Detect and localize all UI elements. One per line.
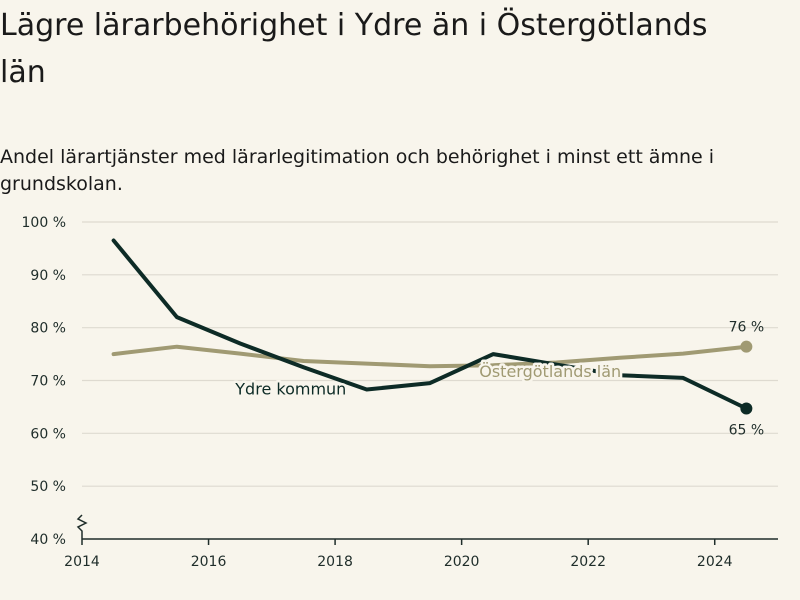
series-name-label: Östergötlands län xyxy=(479,362,621,381)
chart-title: Lägre lärarbehörighet i Ydre än i Österg… xyxy=(0,8,708,90)
y-tick-label: 70 % xyxy=(30,374,66,390)
y-tick-label: 100 % xyxy=(22,215,66,231)
x-tick-label: 2018 xyxy=(317,554,353,570)
axis-break-icon xyxy=(76,514,88,539)
series-lines xyxy=(111,238,753,415)
end-value-label: 76 % xyxy=(729,320,765,336)
y-tick-label: 80 % xyxy=(30,321,66,337)
x-tick-label: 2016 xyxy=(191,554,227,570)
x-tick-label: 2014 xyxy=(64,554,100,570)
series-labels: 65 % 76 % Ydre kommun Östergötlands län xyxy=(232,320,765,439)
series-name-label: Ydre kommun xyxy=(234,379,346,398)
series-endpoint xyxy=(740,402,753,415)
x-tick-label: 2022 xyxy=(570,554,606,570)
x-tick-label: 2020 xyxy=(444,554,480,570)
end-value-label: 65 % xyxy=(729,423,765,439)
series-endpoint xyxy=(740,340,753,353)
y-tick-label: 60 % xyxy=(30,426,66,442)
x-tick-label: 2024 xyxy=(697,554,733,570)
y-axis: 40 % 50 % 60 % 70 % 80 % 90 % 100 % xyxy=(22,215,66,548)
y-tick-label: 50 % xyxy=(30,479,66,495)
series-line xyxy=(111,238,749,411)
series-line xyxy=(111,344,749,369)
chart-subtitle: Andel lärartjänster med lärarlegitimatio… xyxy=(0,146,715,195)
x-axis: 2014 2016 2018 2020 2022 2024 xyxy=(64,514,778,570)
y-tick-label: 90 % xyxy=(30,268,66,284)
y-tick-label: 40 % xyxy=(30,532,66,548)
